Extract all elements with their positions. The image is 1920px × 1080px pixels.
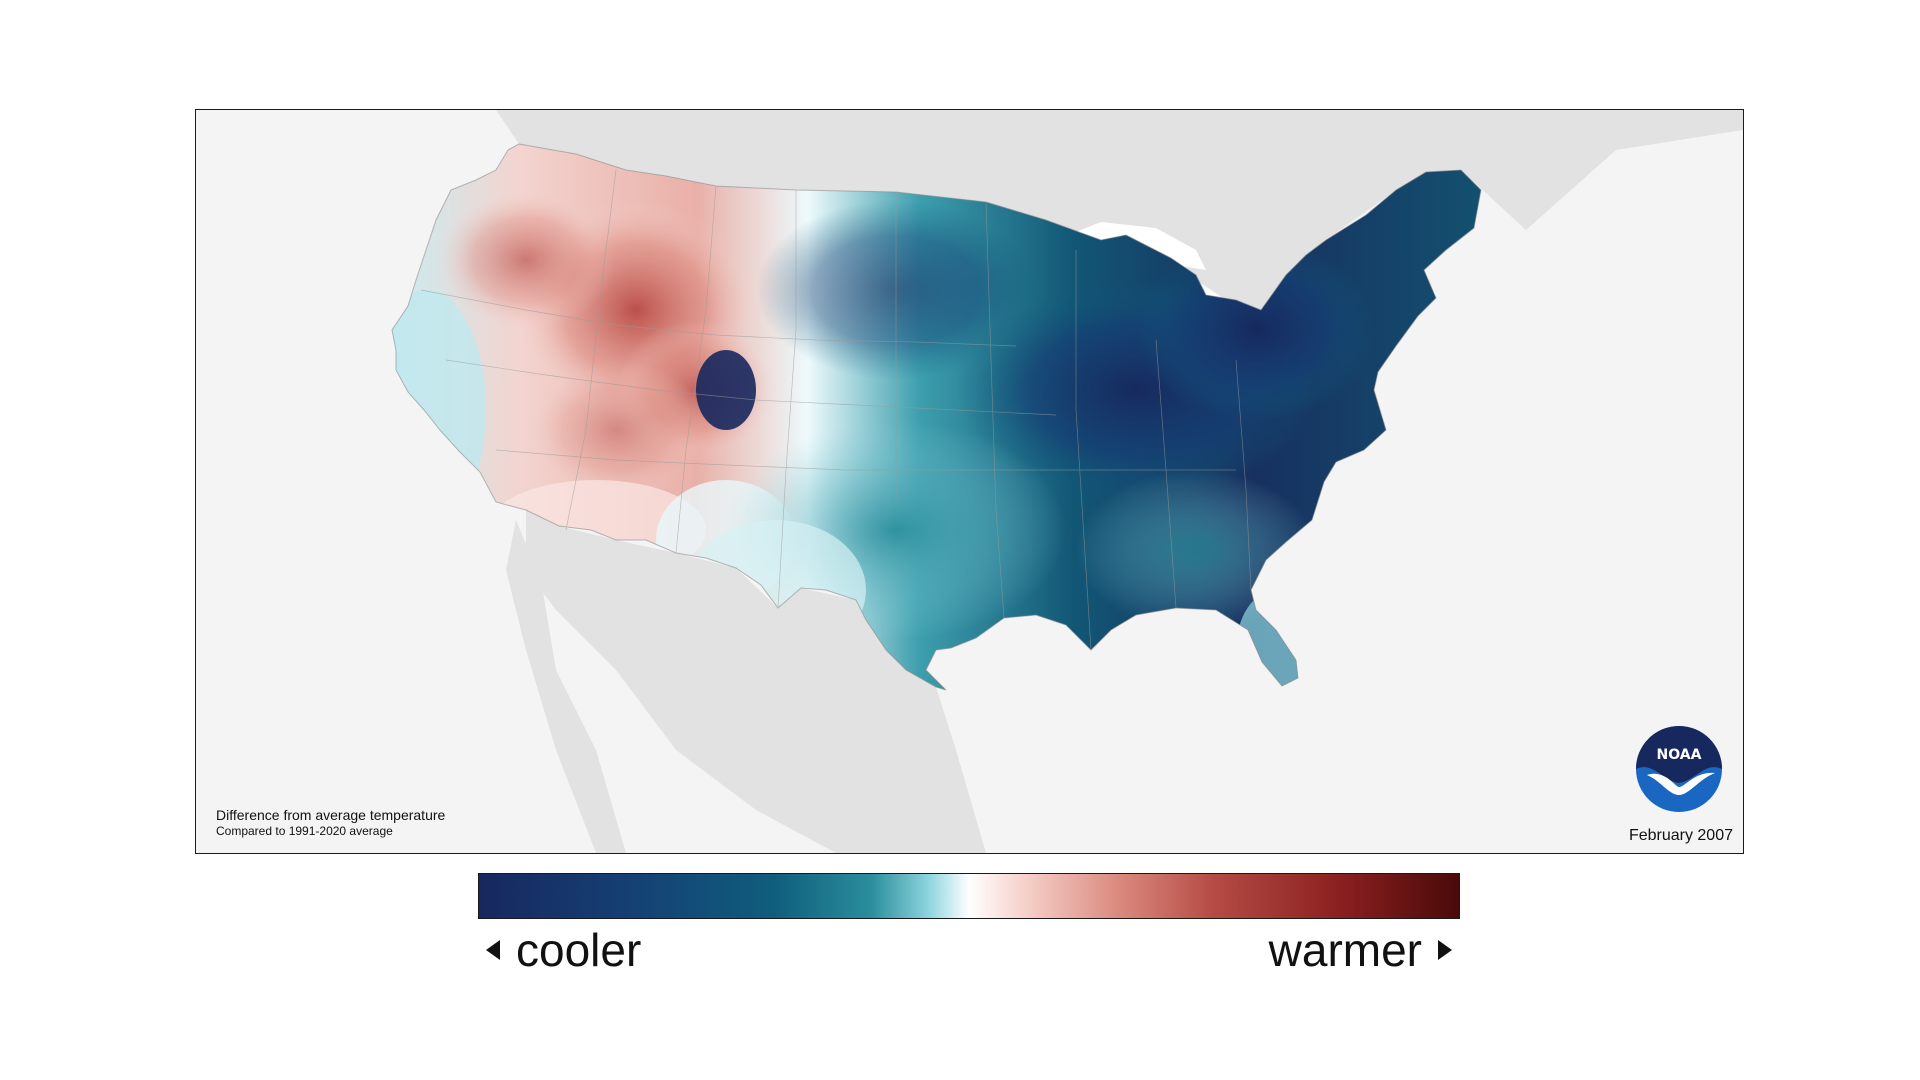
legend-cooler: cooler [486, 923, 641, 977]
legend-warmer-label: warmer [1268, 924, 1422, 976]
map-caption: Difference from average temperature Comp… [216, 807, 445, 840]
legend-labels: cooler warmer [478, 923, 1460, 983]
legend-cooler-label: cooler [516, 924, 642, 976]
color-legend: cooler warmer [478, 873, 1460, 983]
right-arrow-icon [1438, 940, 1452, 960]
legend-color-bar [478, 873, 1460, 919]
temperature-anomaly-map [391, 110, 1743, 853]
left-arrow-icon [486, 940, 500, 960]
caption-title: Difference from average temperature [216, 806, 446, 823]
surrounding-land [446, 110, 1743, 853]
noaa-logo-text: NOAA [1657, 747, 1702, 763]
caption-subtitle: Compared to 1991-2020 average [216, 824, 393, 838]
noaa-logo-icon: NOAA [1636, 726, 1722, 812]
map-frame: Difference from average temperature Comp… [195, 109, 1744, 854]
legend-warmer: warmer [1269, 923, 1452, 977]
state-borders [391, 143, 1482, 691]
map-date: February 2007 [1628, 827, 1733, 844]
